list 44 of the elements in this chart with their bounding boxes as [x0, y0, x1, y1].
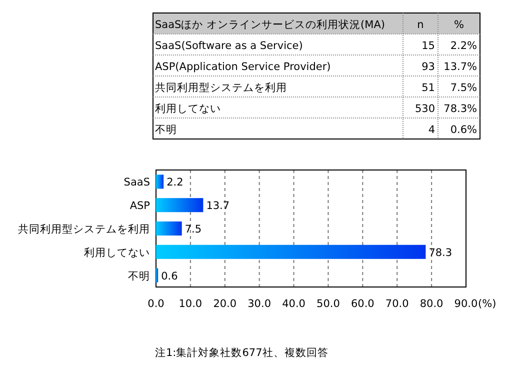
data-label: 15: [422, 40, 435, 52]
data-label: 51: [422, 82, 435, 94]
x-tick-label: 90.0: [454, 298, 478, 310]
category-label: SaaS(Software as a Service): [155, 40, 303, 52]
text: 注1:集計対象社数677社、複数回答: [155, 346, 328, 359]
y-tick-label: SaaS: [124, 176, 150, 189]
data-label: 93: [422, 61, 435, 73]
x-tick-label: 20.0: [213, 298, 237, 310]
bar: [156, 221, 182, 236]
data-label: 7.5: [184, 224, 202, 236]
category-label: ASP(Application Service Provider): [155, 61, 331, 73]
data-label: 78.3%: [444, 103, 478, 115]
x-tick-label: 40.0: [282, 298, 306, 310]
x-tick-label: 60.0: [350, 298, 374, 310]
bar: [156, 198, 204, 212]
bar: [156, 244, 426, 259]
data-label: 13.7%: [444, 61, 478, 73]
x-axis-title: (%): [478, 298, 496, 310]
category-label: 利用してない: [155, 102, 221, 115]
y-tick-label: 共同利用型システムを利用: [18, 222, 150, 236]
text: n: [417, 19, 424, 31]
y-tick-label: 不明: [128, 270, 150, 282]
x-tick-label: 10.0: [178, 298, 202, 310]
data-label: 0.6: [161, 270, 178, 282]
data-label: 530: [414, 103, 435, 115]
x-tick-label: 70.0: [385, 298, 409, 310]
category-label: 共同利用型システムを利用: [155, 81, 287, 94]
data-label: 13.7: [206, 200, 230, 212]
category-label: 不明: [155, 124, 177, 136]
x-tick-label: 30.0: [248, 298, 272, 310]
text: SaaSほか オンラインサービスの利用状況(MA): [155, 18, 385, 31]
x-tick-label: 0.0: [148, 298, 164, 310]
data-label: 7.5%: [450, 82, 478, 94]
data-label: 78.3: [428, 246, 452, 259]
data-label: 2.2: [166, 176, 184, 189]
x-tick-label: 50.0: [316, 298, 340, 310]
text: %: [454, 19, 464, 31]
x-tick-label: 80.0: [420, 298, 444, 310]
data-label: 4: [428, 124, 436, 136]
bar: [156, 174, 164, 189]
y-tick-label: 利用してない: [84, 246, 150, 259]
data-label: 0.6%: [450, 124, 478, 136]
data-label: 2.2%: [450, 40, 478, 52]
y-tick-label: ASP: [130, 200, 150, 212]
